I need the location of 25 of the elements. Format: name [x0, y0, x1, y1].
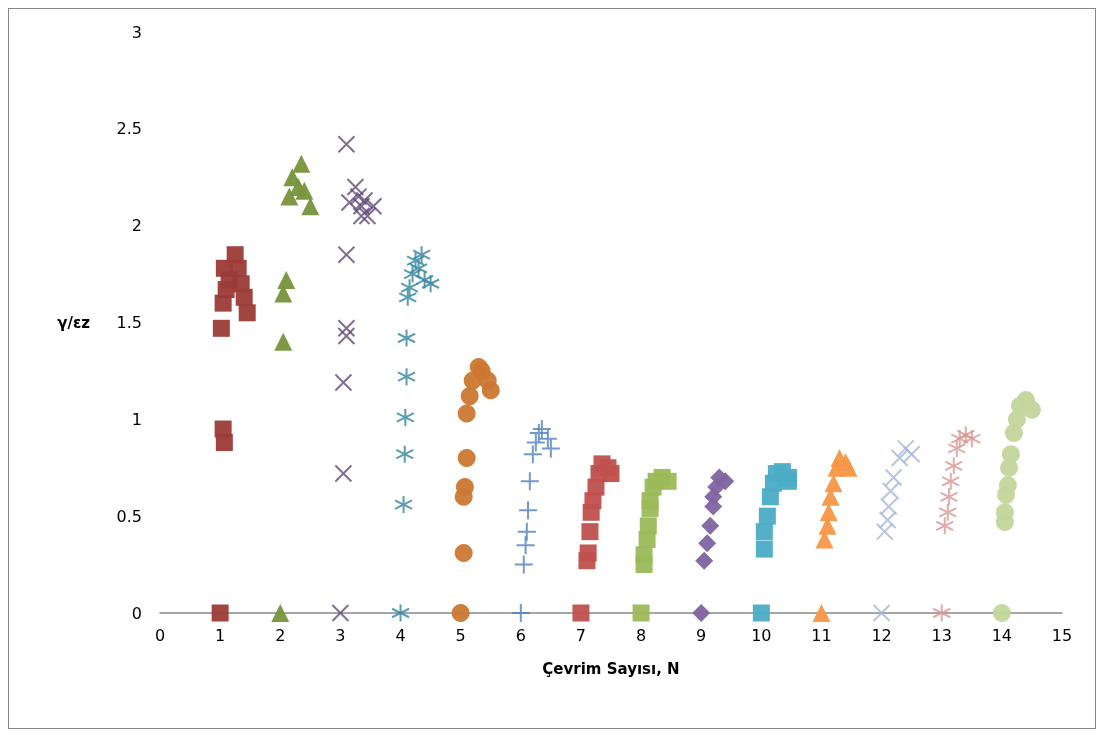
y-tick-label: 0.5 — [116, 506, 142, 526]
x-tick-label: 3 — [335, 625, 346, 645]
y-tick-label: 2.5 — [116, 119, 142, 139]
x-tick-label: 6 — [515, 625, 526, 645]
y-tick-label: 3 — [131, 22, 142, 42]
y-tick-label: 1 — [131, 409, 142, 429]
y-axis-title: γ/εz — [57, 313, 91, 332]
x-tick-label: 12 — [871, 625, 892, 645]
x-tick-label: 9 — [696, 625, 707, 645]
x-tick-label: 1 — [215, 625, 226, 645]
x-tick-label: 0 — [154, 625, 166, 645]
x-tick-label: 5 — [455, 625, 466, 645]
x-axis-title: Çevrim Sayısı, N — [542, 659, 680, 678]
x-tick-label: 8 — [635, 625, 647, 645]
x-tick-label: 4 — [395, 625, 406, 645]
x-tick-label: 13 — [931, 625, 952, 645]
y-tick-label: 2 — [131, 216, 142, 236]
x-tick-label: 2 — [275, 625, 286, 645]
y-tick-label: 1.5 — [116, 313, 142, 332]
x-tick-label: 10 — [751, 625, 772, 645]
x-tick-label: 14 — [991, 625, 1013, 645]
x-tick-label: 7 — [575, 625, 587, 645]
x-tick-label: 15 — [1051, 625, 1073, 645]
y-tick-label: 0 — [131, 603, 142, 623]
x-tick-label: 11 — [811, 625, 832, 645]
